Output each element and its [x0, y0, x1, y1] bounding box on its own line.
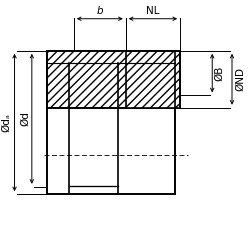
Bar — [47, 51, 175, 108]
Bar — [126, 51, 180, 108]
Text: Ød: Ød — [21, 112, 31, 126]
Text: ØB: ØB — [214, 66, 224, 81]
Text: ØND: ØND — [236, 67, 246, 91]
Text: b: b — [96, 6, 103, 16]
Bar — [126, 51, 180, 108]
Text: NL: NL — [146, 6, 160, 16]
Bar — [47, 51, 175, 194]
Text: Ødₐ: Ødₐ — [1, 113, 11, 132]
